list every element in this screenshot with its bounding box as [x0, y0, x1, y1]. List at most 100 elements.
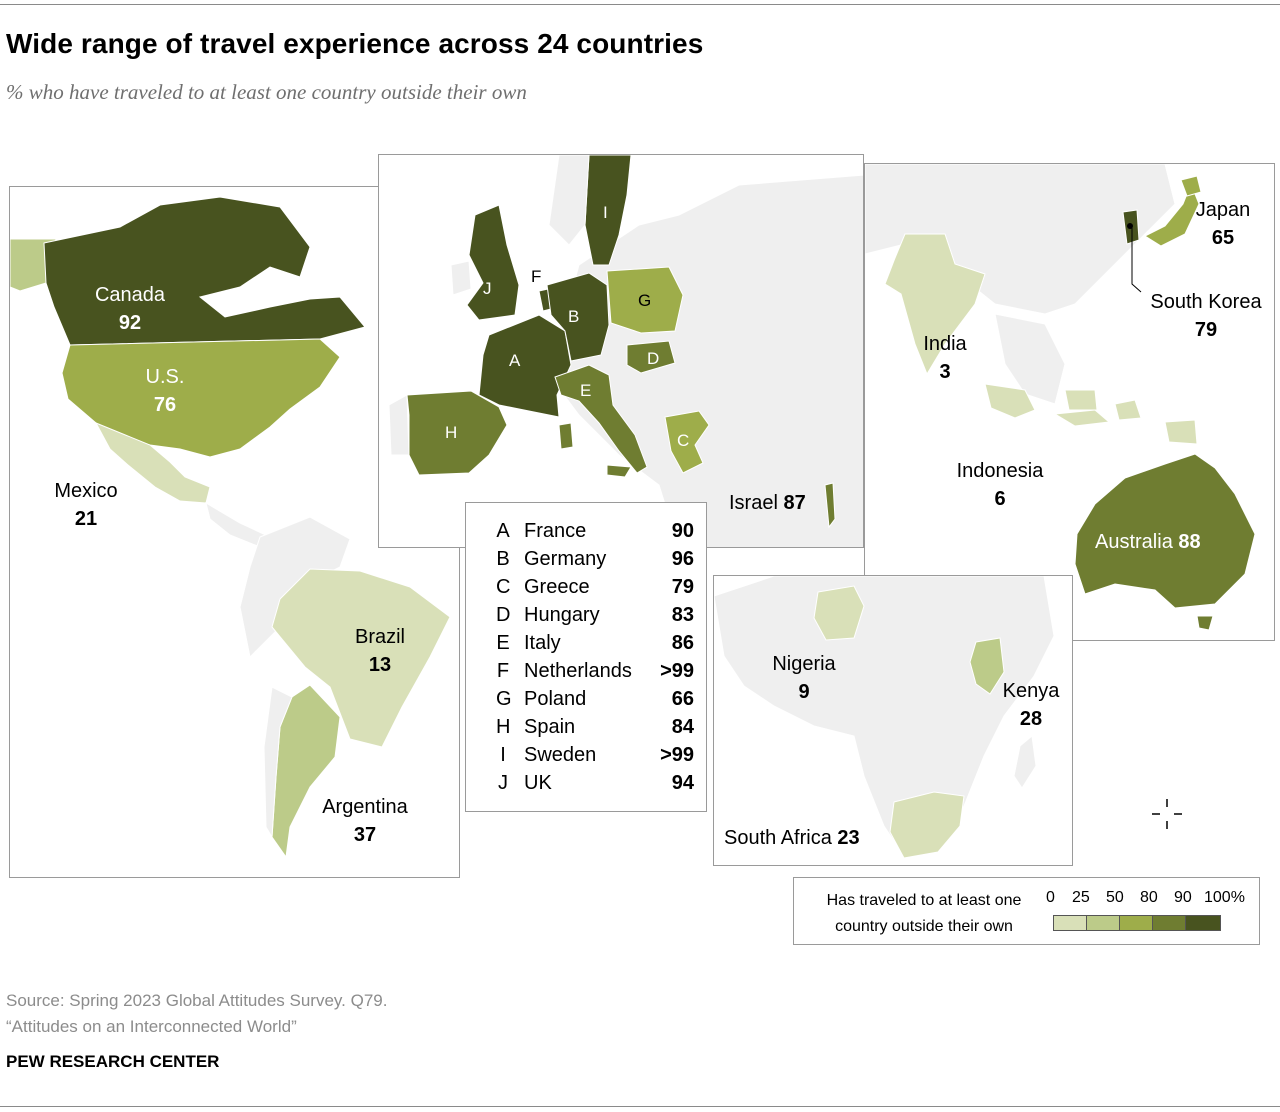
- spain-shape: [406, 390, 508, 476]
- americas-map: [10, 187, 459, 877]
- australia-value: 88: [1178, 531, 1201, 553]
- key-value: 66: [671, 688, 694, 710]
- key-letter: H: [496, 716, 511, 738]
- key-value: 84: [671, 716, 694, 738]
- legend-tick-5: 100%: [1204, 889, 1245, 906]
- key-letter: A: [496, 520, 510, 542]
- india-shape: [884, 233, 986, 376]
- key-row: I Sweden >99: [466, 741, 706, 769]
- nigeria-shape: [813, 585, 865, 641]
- india-name: India: [923, 333, 967, 355]
- bottom-rule: [0, 1106, 1280, 1107]
- asia-map: [865, 164, 1274, 640]
- key-country: Netherlands: [524, 660, 632, 682]
- japan-value: 65: [1211, 227, 1235, 249]
- us-label: U.S. 76: [125, 363, 205, 419]
- australia-label: Australia 88: [1095, 528, 1201, 556]
- chart-subtitle: % who have traveled to at least one coun…: [6, 80, 527, 104]
- chart-title: Wide range of travel experience across 2…: [6, 28, 704, 59]
- europe-letter-e: E: [580, 381, 592, 400]
- sardinia-shape: [558, 422, 574, 450]
- greece-shape: [664, 410, 710, 474]
- south-africa-shape: [889, 791, 965, 859]
- key-letter: E: [496, 632, 510, 654]
- tasmania-shape: [1196, 615, 1214, 631]
- israel-shape: [824, 482, 836, 529]
- korea-leader: [1131, 226, 1142, 293]
- legend-swatch-25-50: [1086, 915, 1120, 931]
- key-country: France: [524, 520, 587, 542]
- key-row: A France 90: [466, 517, 706, 545]
- key-value: 96: [671, 548, 694, 570]
- key-letter: I: [500, 744, 506, 766]
- portugal-shape: [388, 394, 410, 456]
- japan-name: Japan: [1195, 199, 1251, 221]
- key-letter: C: [496, 576, 511, 598]
- indonesia-shape: [984, 383, 1198, 445]
- europe-letter-j: J: [483, 279, 492, 298]
- se-asia-no-data: [994, 313, 1066, 405]
- europe-key-table: A France 90 B Germany 96 C Greece 79 D Hungary 83 E I…: [465, 502, 707, 812]
- australia-name: Australia: [1095, 531, 1173, 553]
- indonesia-name: Indonesia: [956, 460, 1044, 482]
- key-row: C Greece 79: [466, 573, 706, 601]
- japan-label: Japan 65: [1183, 196, 1263, 252]
- europe-map: [379, 155, 863, 547]
- kenya-name: Kenya: [1002, 680, 1060, 702]
- india-label: India 3: [915, 330, 975, 386]
- key-letter: B: [496, 548, 510, 570]
- legend-tick-0: 0: [1046, 889, 1055, 906]
- south-korea-name: South Korea: [1150, 291, 1262, 313]
- key-country: Poland: [524, 688, 587, 710]
- key-row: E Italy 86: [466, 629, 706, 657]
- chile-shape: [263, 686, 293, 839]
- key-value: 79: [671, 576, 694, 598]
- top-rule: [0, 4, 1280, 5]
- europe-letter-d: D: [647, 349, 660, 368]
- us-value: 76: [153, 394, 177, 416]
- europe-letter-c: C: [677, 431, 690, 450]
- europe-map-panel: A B C D E F G H I J Israel 87: [378, 154, 864, 548]
- legend-label: Has traveled to at least one country out…: [826, 892, 1022, 935]
- us-shape: [61, 338, 341, 458]
- south-africa-label: South Africa 23: [724, 824, 860, 852]
- mexico-label: Mexico 21: [36, 477, 136, 533]
- madagascar-shape: [1013, 735, 1037, 789]
- uk-shape: [466, 204, 520, 321]
- israel-label: Israel 87: [729, 489, 806, 517]
- legend-swatch-90-100: [1185, 915, 1221, 931]
- south-korea-value: 79: [1194, 319, 1218, 341]
- key-row: J UK 94: [466, 769, 706, 797]
- brand-name: PEW RESEARCH CENTER: [6, 1052, 220, 1071]
- crosshair-icon: [1152, 799, 1182, 829]
- indonesia-label: Indonesia 6: [945, 457, 1055, 513]
- nigeria-name: Nigeria: [772, 653, 836, 675]
- key-letter: D: [496, 604, 511, 626]
- key-value: 90: [671, 520, 694, 542]
- brazil-value: 13: [368, 654, 392, 676]
- south-africa-name: South Africa: [724, 827, 832, 849]
- us-name: U.S.: [145, 366, 185, 388]
- asia-no-data-land: [865, 164, 1176, 315]
- key-row: G Poland 66: [466, 685, 706, 713]
- europe-letter-f: F: [531, 267, 542, 286]
- norway-shape: [548, 155, 590, 246]
- argentina-label: Argentina 37: [305, 793, 425, 849]
- key-value: 94: [671, 772, 694, 794]
- europe-letter-a: A: [509, 351, 521, 370]
- legend-tick-2: 50: [1106, 889, 1124, 906]
- argentina-name: Argentina: [322, 796, 408, 818]
- ireland-shape: [450, 260, 472, 296]
- south-korea-label: South Korea 79: [1141, 288, 1271, 344]
- kenya-value: 28: [1019, 708, 1043, 730]
- korea-marker: [1127, 223, 1133, 229]
- indonesia-value: 6: [994, 488, 1006, 510]
- source-note: Source: Spring 2023 Global Attitudes Sur…: [6, 988, 387, 1040]
- key-row: D Hungary 83: [466, 601, 706, 629]
- asia-map-panel: Japan 65 South Korea 79 India 3 Indonesi…: [864, 163, 1275, 641]
- key-country: Germany: [524, 548, 607, 570]
- brazil-shape: [271, 568, 451, 748]
- legend-swatch-80-90: [1152, 915, 1186, 931]
- kenya-shape: [969, 637, 1005, 695]
- hokkaido-shape: [1180, 175, 1202, 197]
